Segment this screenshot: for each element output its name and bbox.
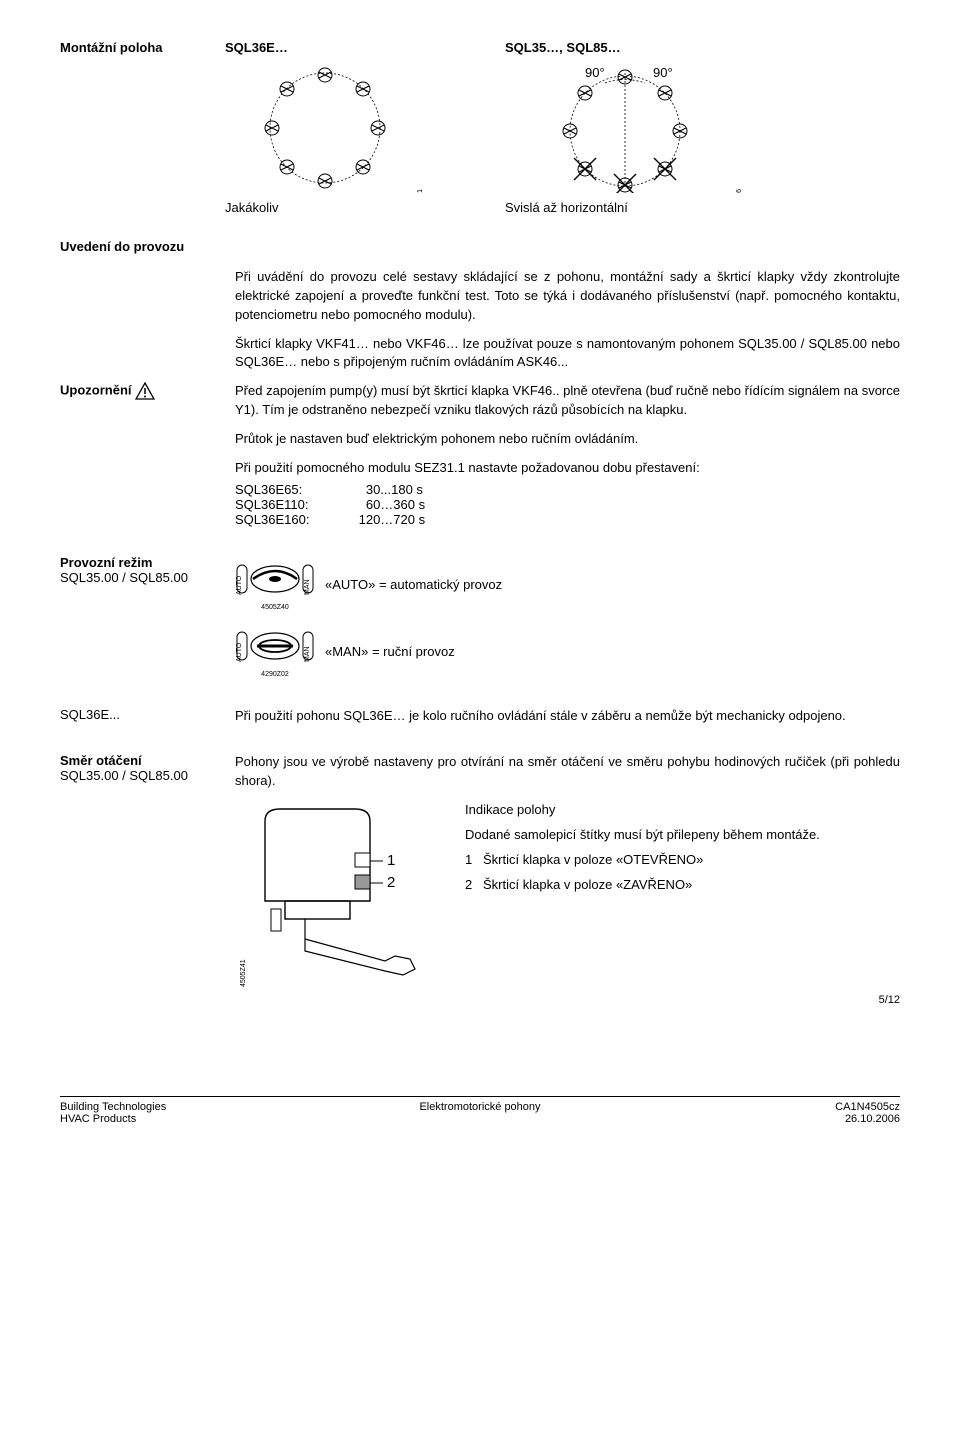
legend-text-1: Škrticí klapka v poloze «OTEVŘENO» xyxy=(483,852,703,867)
footer-center: Elektromotorické pohony xyxy=(341,1101,618,1125)
man-knob-icon: AUTO MAN 4290Z02 xyxy=(235,622,325,681)
mode-block: Provozní režim SQL35.00 / SQL85.00 AUTO … xyxy=(60,555,900,689)
diagram-code-2: 4715Z16 xyxy=(736,189,743,193)
sql36e-p: Při použití pohonu SQL36E… je kolo ruční… xyxy=(235,707,900,726)
actuator-legend: Indikace polohy Dodané samolepicí štítky… xyxy=(465,801,900,994)
warning-label-col: Upozornění xyxy=(60,382,235,400)
warning-icon xyxy=(135,383,155,398)
page-root: Montážní poloha SQL36E… SQL35…, SQL85… xyxy=(0,0,960,1155)
callout-1: 1 xyxy=(387,852,395,869)
table-row: SQL36E110: 60…360 s xyxy=(235,497,900,512)
orientation-diagram-any: 4156Z01 xyxy=(225,63,505,196)
warning-p2: Průtok je nastaven buď elektrickým pohon… xyxy=(235,430,900,449)
orientation-diagrams: 4156Z01 90° 90° xyxy=(225,63,900,196)
auto-knob-icon: AUTO MAN 4505Z40 xyxy=(235,555,325,614)
commissioning-body: Při uvádění do provozu celé sestavy sklá… xyxy=(60,268,900,382)
mode-label: Provozní režim xyxy=(60,555,225,570)
warning-label: Upozornění xyxy=(60,383,132,398)
caption-any: Jakákoliv xyxy=(225,200,505,215)
legend-num-1: 1 xyxy=(465,851,483,870)
actuator-diagram: 1 2 4505Z41 xyxy=(235,801,465,994)
sql36e-block: SQL36E... Při použití pohonu SQL36E… je … xyxy=(60,707,900,736)
footer-right: CA1N4505cz 26.10.2006 xyxy=(623,1101,900,1125)
mount-position-label: Montážní poloha xyxy=(60,40,225,55)
caption-vertical: Svislá až horizontální xyxy=(505,200,785,215)
orientation-diagram-vertical: 90° 90° 471 xyxy=(505,63,785,196)
footer-l2: HVAC Products xyxy=(60,1113,337,1125)
sql36e-label: SQL36E... xyxy=(60,707,235,722)
legend-line-2: 2Škrticí klapka v poloze «ZAVŘENO» xyxy=(465,876,900,895)
mode-label-col: Provozní režim SQL35.00 / SQL85.00 xyxy=(60,555,235,585)
legend-text-2: Škrticí klapka v poloze «ZAVŘENO» xyxy=(483,877,692,892)
rotation-sub: SQL35.00 / SQL85.00 xyxy=(60,768,225,783)
commissioning-heading: Uvedení do provozu xyxy=(60,239,900,254)
commissioning-p1: Při uvádění do provozu celé sestavy sklá… xyxy=(235,268,900,325)
angle-right: 90° xyxy=(653,65,673,80)
rotation-label: Směr otáčení xyxy=(60,753,225,768)
callout-2: 2 xyxy=(387,874,395,891)
commissioning-p2: Škrticí klapky VKF41… nebo VKF46… lze po… xyxy=(235,335,900,373)
setting-val: 30...180 s xyxy=(355,482,423,497)
mode-icon-code-2: 4290Z02 xyxy=(261,671,289,678)
diagram-captions: Jakákoliv Svislá až horizontální xyxy=(225,200,900,215)
warning-p1: Před zapojením pump(y) musí být škrticí … xyxy=(235,382,900,420)
rotation-block: Směr otáčení SQL35.00 / SQL85.00 Pohony … xyxy=(60,753,900,994)
mode-man-row: AUTO MAN 4290Z02 «MAN» = ruční provoz xyxy=(235,622,900,681)
model-right-label: SQL35…, SQL85… xyxy=(505,40,621,55)
mode-icon-code-1: 4505Z40 xyxy=(261,604,289,611)
model-left-label: SQL36E… xyxy=(225,40,505,55)
legend-desc: Dodané samolepicí štítky musí být přilep… xyxy=(465,826,900,845)
setting-val: 60…360 s xyxy=(355,497,425,512)
footer-c1: Elektromotorické pohony xyxy=(341,1101,618,1113)
warning-block: Upozornění Před zapojením pump(y) musí b… xyxy=(60,382,900,526)
legend-line-1: 1Škrticí klapka v poloze «OTEVŘENO» xyxy=(465,851,900,870)
actuator-code: 4505Z41 xyxy=(240,959,247,987)
setting-val: 120…720 s xyxy=(355,512,425,527)
table-row: SQL36E160: 120…720 s xyxy=(235,512,900,527)
footer-r2: 26.10.2006 xyxy=(623,1113,900,1125)
setting-key: SQL36E110: xyxy=(235,497,355,512)
timing-settings: SQL36E65: 30...180 s SQL36E110: 60…360 s… xyxy=(235,482,900,527)
rotation-p: Pohony jsou ve výrobě nastaveny pro otví… xyxy=(235,753,900,791)
mode-man-text: «MAN» = ruční provoz xyxy=(325,644,900,659)
mode-sub: SQL35.00 / SQL85.00 xyxy=(60,570,225,585)
mode-auto-text: «AUTO» = automatický provoz xyxy=(325,577,900,592)
legend-num-2: 2 xyxy=(465,876,483,895)
page-number: 5/12 xyxy=(60,994,900,1006)
footer-r1: CA1N4505cz xyxy=(623,1101,900,1113)
warning-p3: Při použití pomocného modulu SEZ31.1 nas… xyxy=(235,459,900,478)
table-row: SQL36E65: 30...180 s xyxy=(235,482,900,497)
footer-left: Building Technologies HVAC Products xyxy=(60,1101,337,1125)
top-heading-row: Montážní poloha SQL36E… SQL35…, SQL85… xyxy=(60,40,900,55)
mode-auto-row: AUTO MAN 4505Z40 «AUTO» = automatický pr… xyxy=(235,555,900,614)
legend-title: Indikace polohy xyxy=(465,801,900,820)
footer-l1: Building Technologies xyxy=(60,1101,337,1113)
page-footer: Building Technologies HVAC Products Elek… xyxy=(60,1096,900,1125)
angle-left: 90° xyxy=(585,65,605,80)
setting-key: SQL36E65: xyxy=(235,482,355,497)
actuator-row: 1 2 4505Z41 xyxy=(235,801,900,994)
diagram-code-1: 4156Z01 xyxy=(417,189,424,193)
rotation-label-col: Směr otáčení SQL35.00 / SQL85.00 xyxy=(60,753,235,783)
setting-key: SQL36E160: xyxy=(235,512,355,527)
